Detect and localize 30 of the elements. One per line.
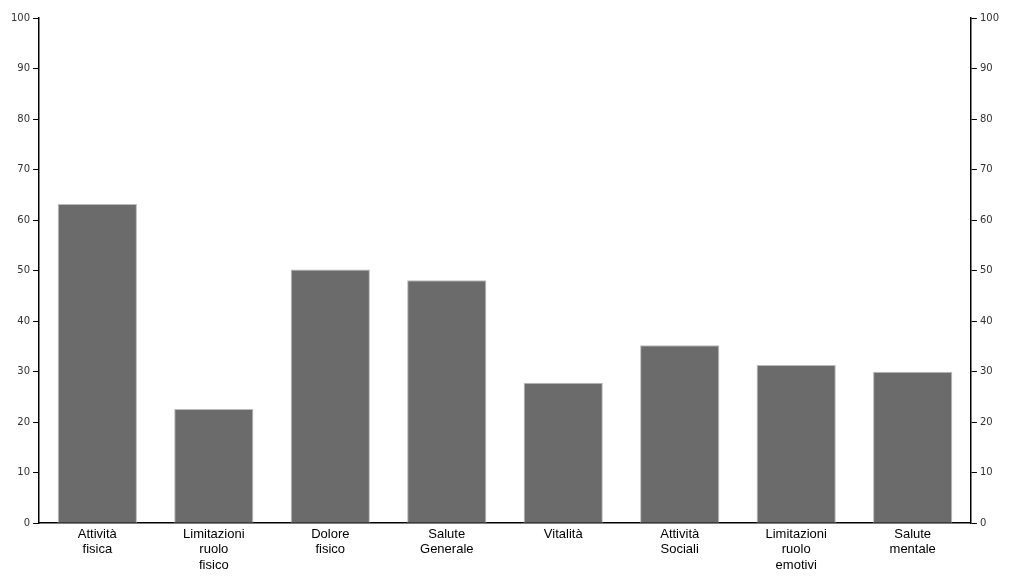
y-tick-label: 20 — [17, 415, 31, 427]
y2-tick-label: 30 — [979, 365, 993, 377]
x-tick-label: Dolore fisico — [311, 525, 350, 557]
y2-tick-label: 80 — [979, 112, 993, 124]
y-tick-label: 30 — [17, 365, 31, 377]
y2-tick-label: 50 — [979, 264, 993, 276]
y-tick-label: 90 — [17, 62, 31, 74]
x-tick-label: Salute Generale — [420, 525, 474, 557]
y-tick-label: 50 — [17, 264, 31, 276]
x-tick-label: Attività fisica — [77, 525, 118, 557]
y2-tick-label: 70 — [979, 163, 993, 175]
x-tick-label: Salute mentale — [889, 525, 936, 557]
y2-tick-label: 90 — [979, 62, 993, 74]
y2-tick-label: 10 — [979, 466, 993, 478]
x-tick-label: Limitazioni ruolo emotivi — [765, 525, 828, 572]
y2-tick-label: 20 — [979, 415, 993, 427]
y2-tick-label: 40 — [979, 314, 993, 326]
y2-tick-label: 0 — [979, 516, 987, 528]
y-tick-label: 100 — [10, 11, 31, 23]
y-tick-label: 80 — [17, 112, 31, 124]
y-tick-label: 10 — [17, 466, 31, 478]
y-tick-label: 40 — [17, 314, 31, 326]
y-tick-label: 70 — [17, 163, 31, 175]
y-tick-label: 60 — [17, 213, 31, 225]
x-tick-label: Limitazioni ruolo fisico — [183, 525, 245, 572]
y2-tick-label: 60 — [979, 213, 993, 225]
x-tick-label: Vitalità — [543, 525, 584, 541]
y2-tick-label: 100 — [979, 11, 1000, 23]
y-tick-label: 0 — [23, 516, 31, 528]
x-tick-label: Attività Sociali — [660, 525, 700, 557]
